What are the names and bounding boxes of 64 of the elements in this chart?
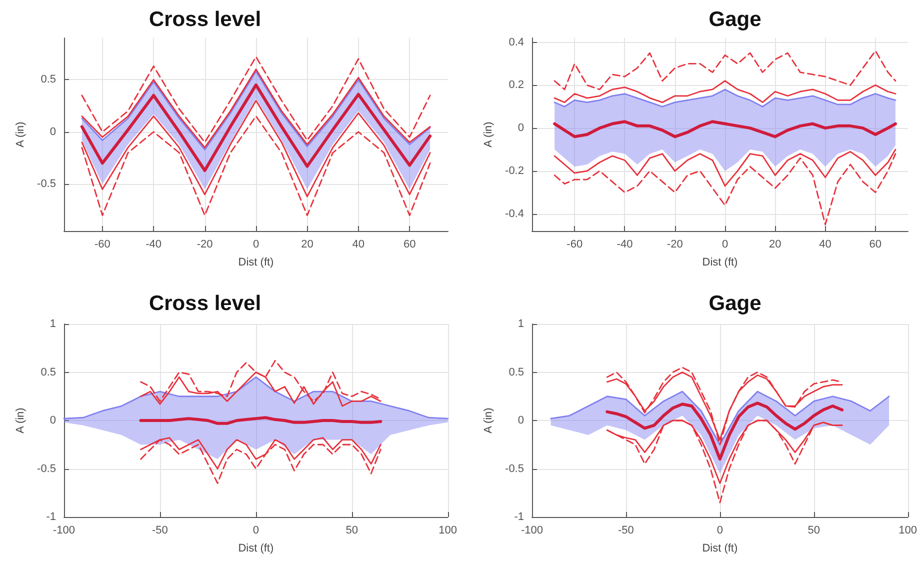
y-axis-title: A (in) bbox=[482, 122, 495, 148]
y-tick-label: -0.5 bbox=[37, 178, 56, 190]
line-series bbox=[63, 376, 449, 420]
x-tick-label: 0 bbox=[722, 238, 728, 250]
x-tick-label: -20 bbox=[666, 238, 683, 250]
line-series bbox=[140, 439, 382, 484]
x-tick-label: 20 bbox=[301, 238, 314, 250]
y-tick-label: 0 bbox=[50, 414, 56, 426]
line-series bbox=[606, 402, 844, 461]
x-tick-label: -100 bbox=[52, 524, 76, 536]
x-tick-label: -60 bbox=[566, 238, 583, 250]
y-tick-label: 0 bbox=[518, 122, 524, 134]
x-tick-label: 40 bbox=[352, 238, 365, 250]
y-tick-label: 0 bbox=[518, 414, 524, 426]
y-tick-label: -0.5 bbox=[37, 462, 56, 475]
y-tick-label: 1 bbox=[50, 318, 56, 330]
x-tick-label: 50 bbox=[808, 524, 820, 536]
y-axis-title: A (in) bbox=[482, 408, 495, 434]
x-tick-label: 100 bbox=[898, 524, 918, 536]
x-tick-label: 0 bbox=[252, 238, 260, 250]
x-tick-label: 60 bbox=[869, 238, 882, 250]
y-axis-title: A (in) bbox=[14, 122, 27, 148]
x-axis-title: Dist (ft) bbox=[702, 542, 738, 554]
y-axis-title: A (in) bbox=[14, 408, 27, 434]
x-tick-label: 0 bbox=[716, 524, 723, 536]
x-tick-label: -50 bbox=[152, 524, 168, 536]
chart-title: Gage bbox=[708, 292, 762, 315]
y-tick-label: 0.5 bbox=[40, 74, 56, 86]
line-series bbox=[553, 120, 897, 138]
x-tick-label: 100 bbox=[438, 524, 458, 536]
y-tick-label: -1 bbox=[514, 511, 524, 523]
chart-title: Cross level bbox=[148, 8, 262, 31]
line-series bbox=[554, 153, 896, 226]
y-tick-label: 1 bbox=[518, 318, 524, 330]
x-tick-label: -20 bbox=[196, 238, 213, 250]
y-tick-label: -0.2 bbox=[505, 164, 524, 177]
x-tick-label: 40 bbox=[819, 238, 832, 250]
x-tick-label: -40 bbox=[616, 238, 633, 250]
line-series bbox=[554, 88, 896, 108]
y-tick-label: 0.5 bbox=[40, 366, 56, 378]
x-tick-label: -50 bbox=[618, 524, 634, 536]
line-series bbox=[550, 390, 890, 446]
line-series bbox=[554, 50, 896, 90]
y-tick-label: 0.5 bbox=[508, 366, 524, 378]
x-tick-label: 50 bbox=[346, 524, 358, 536]
x-axis-title: Dist (ft) bbox=[238, 256, 274, 268]
x-axis-title: Dist (ft) bbox=[238, 542, 274, 554]
x-tick-label: 60 bbox=[403, 238, 416, 250]
line-series bbox=[80, 83, 432, 172]
y-tick-label: 0 bbox=[50, 126, 56, 138]
y-tick-label: 0.4 bbox=[508, 36, 524, 48]
x-axis-title: Dist (ft) bbox=[702, 256, 738, 268]
chart-title: Cross level bbox=[148, 292, 262, 315]
y-tick-label: -1 bbox=[46, 511, 56, 523]
chart-title: Gage bbox=[708, 8, 762, 31]
y-tick-label: -0.4 bbox=[505, 208, 524, 220]
x-tick-label: 0 bbox=[252, 524, 259, 536]
line-series bbox=[554, 80, 896, 104]
y-tick-label: -0.5 bbox=[505, 462, 524, 475]
x-tick-label: -40 bbox=[146, 238, 162, 250]
x-tick-label: -100 bbox=[520, 524, 544, 536]
y-tick-label: 0.2 bbox=[508, 79, 524, 92]
x-tick-label: -60 bbox=[94, 238, 110, 250]
x-tick-label: 20 bbox=[769, 238, 782, 250]
